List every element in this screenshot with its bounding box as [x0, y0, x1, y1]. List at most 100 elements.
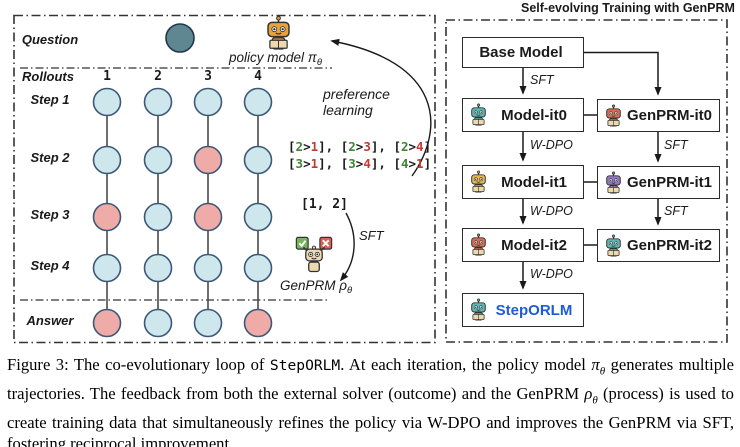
- node-genprm-it1: GenPRM-it1: [597, 166, 720, 199]
- right-panel-border: [445, 19, 728, 343]
- node-label-genprm-it1: GenPRM-it1: [626, 174, 712, 191]
- genprm-it1-robot-icon: [603, 171, 624, 195]
- node-label-model-it2: Model-it2: [501, 236, 567, 254]
- model-it2-robot-icon: [468, 233, 489, 257]
- caption-segment: θ: [592, 394, 598, 407]
- rollout-number: 2: [154, 69, 162, 84]
- step-circle-correct: [143, 202, 173, 232]
- genprm-symbol: ρ: [339, 278, 348, 293]
- rollout-number: 4: [254, 69, 262, 84]
- preference-pair: [3>1]: [288, 156, 326, 171]
- caption-segment: π: [591, 355, 600, 374]
- question-row-label: Question: [21, 32, 79, 47]
- preference-learning-label: preference learning: [323, 86, 390, 118]
- node-label-steporlm: StepORLM: [495, 301, 573, 319]
- genprm-it0-robot-icon: [603, 104, 624, 128]
- rollout-number: 3: [204, 69, 212, 84]
- left-panel-border: [13, 14, 436, 344]
- step-circle-correct: [92, 87, 122, 117]
- edge-label-wdpo-2: W-DPO: [530, 267, 573, 281]
- caption-segment: ρ: [584, 383, 593, 403]
- step-circle-correct: [143, 253, 173, 283]
- row-label: Step 1: [30, 92, 70, 107]
- step-circle-incorrect: [193, 145, 223, 175]
- sft-feedback-arrow: [339, 212, 355, 282]
- preference-pair: [2>3]: [340, 139, 379, 154]
- step-circle-correct: [193, 253, 223, 283]
- step-circle-incorrect: [193, 202, 223, 232]
- step-circle-incorrect: [92, 308, 122, 338]
- step-circle-correct: [92, 145, 122, 175]
- step-circle-correct: [193, 308, 223, 338]
- preference-learning-arrow: [330, 38, 432, 177]
- genprm-robot-icon: [294, 236, 334, 274]
- node-label-genprm-it2: GenPRM-it2: [626, 237, 712, 254]
- step-circle-correct: [143, 87, 173, 117]
- genprm-it2-robot-icon: [603, 234, 624, 258]
- step-circle-correct: [143, 308, 173, 338]
- node-label-base-model: Base Model: [479, 44, 563, 61]
- node-steporlm: StepORLM: [462, 293, 584, 327]
- node-label-model-it0: Model-it0: [501, 106, 567, 124]
- node-label-model-it1: Model-it1: [501, 173, 567, 191]
- policy-model-symbol: π: [307, 50, 317, 65]
- row-label: Step 4: [30, 258, 70, 273]
- caption-segment: StepORLM: [269, 357, 341, 374]
- genprm-subscript: θ: [347, 285, 353, 296]
- edge-label-wdpo-1: W-DPO: [530, 204, 573, 218]
- edge-label-sft-0: SFT: [664, 138, 688, 152]
- preference-pairs-line1: [2>1], [2>3], [2>4]: [288, 139, 432, 154]
- preference-pair: [4>1]: [393, 156, 432, 171]
- policy-model-robot-icon: [262, 15, 295, 52]
- node-base-model: Base Model: [462, 37, 584, 68]
- node-model-it1: Model-it1: [462, 165, 584, 199]
- caption-segment: Figure 3: The co-evolutionary loop of: [7, 355, 270, 374]
- node-genprm-it2: GenPRM-it2: [597, 229, 720, 262]
- step-circle-correct: [92, 253, 122, 283]
- genprm-label-text: GenPRM: [280, 278, 340, 293]
- step-circle-incorrect: [243, 308, 273, 338]
- step-circle-incorrect: [92, 202, 122, 232]
- step-circle-correct: [243, 87, 273, 117]
- caption-segment: (process) is used to create training dat…: [7, 383, 734, 447]
- right-panel-title: Self-evolving Training with GenPRM: [521, 1, 735, 15]
- edge-label-base-sft: SFT: [530, 73, 554, 87]
- sft-arrow-label: SFT: [359, 228, 384, 243]
- policy-model-label: policy model πθ: [229, 50, 322, 68]
- model-it1-robot-icon: [468, 170, 489, 194]
- figure-linework: [13, 14, 728, 344]
- genprm-feedback-label: [1, 2]: [301, 197, 348, 212]
- step-circle-correct: [243, 145, 273, 175]
- caption-segment: θ: [599, 365, 606, 378]
- row-label: Step 3: [30, 207, 70, 222]
- genprm-label: GenPRM ρθ: [280, 278, 352, 296]
- preference-pair: [2>1]: [288, 139, 326, 154]
- steporlm-robot-icon: [468, 298, 489, 322]
- rollouts-row-label: Rollouts: [22, 69, 74, 84]
- rollout-number: 1: [103, 69, 111, 84]
- preference-pairs-line2: [3>1], [3>4], [4>1]: [288, 156, 432, 171]
- step-circle-correct: [243, 202, 273, 232]
- step-circle-correct: [243, 253, 273, 283]
- question-circle: [165, 23, 195, 53]
- preference-pair: [3>4]: [340, 156, 379, 171]
- edge-label-sft-1: SFT: [664, 204, 688, 218]
- node-label-genprm-it0: GenPRM-it0: [626, 107, 712, 124]
- edge-label-wdpo-0: W-DPO: [530, 138, 573, 152]
- policy-model-label-text: policy model: [229, 50, 308, 65]
- node-genprm-it0: GenPRM-it0: [597, 99, 720, 132]
- node-model-it2: Model-it2: [462, 228, 584, 262]
- step-circle-correct: [143, 145, 173, 175]
- caption-segment: . At each iteration, the policy model: [340, 355, 592, 374]
- row-label: Answer: [26, 313, 74, 328]
- preference-pair: [2>4]: [393, 139, 432, 154]
- arrow-base-to-genprm0: [584, 51, 662, 96]
- trajectory-grid: [92, 87, 273, 338]
- row-label: Step 2: [30, 150, 70, 165]
- step-circle-correct: [193, 87, 223, 117]
- model-it0-robot-icon: [468, 103, 489, 127]
- node-model-it0: Model-it0: [462, 98, 584, 132]
- figure-caption: Figure 3: The co-evolutionary loop of St…: [7, 354, 734, 447]
- caption-segment: generates multiple trajectories. The fee…: [7, 355, 734, 403]
